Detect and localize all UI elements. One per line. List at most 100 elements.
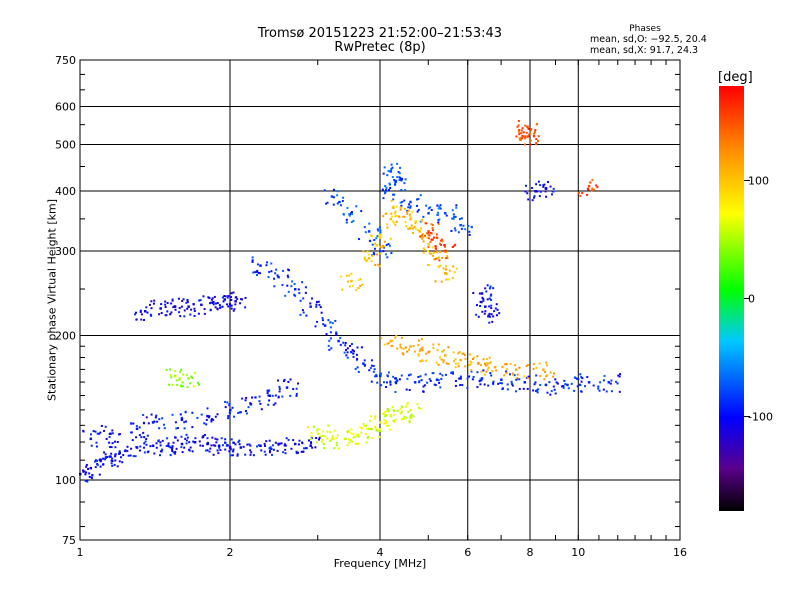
data-point [96, 459, 99, 462]
data-point [230, 292, 233, 295]
data-point [332, 188, 335, 191]
data-point [271, 453, 274, 456]
data-point [447, 346, 450, 349]
data-point [153, 420, 156, 423]
data-point [394, 390, 397, 393]
data-point [382, 250, 385, 253]
data-point [341, 200, 344, 203]
data-point [85, 471, 88, 474]
data-point [171, 299, 174, 302]
data-point [533, 132, 536, 135]
data-point [481, 310, 484, 313]
data-point [216, 307, 219, 310]
data-point [277, 443, 280, 446]
data-point [426, 236, 429, 239]
data-point [468, 364, 471, 367]
data-point [605, 390, 608, 393]
data-point [446, 257, 449, 260]
data-point [248, 443, 251, 446]
data-point [393, 221, 396, 224]
data-point [490, 298, 493, 301]
data-point [168, 445, 171, 448]
data-point [492, 383, 495, 386]
data-point [356, 346, 359, 349]
data-point [545, 187, 548, 190]
data-point [407, 209, 410, 212]
data-point [180, 305, 183, 308]
data-point [431, 254, 434, 257]
data-point [392, 193, 395, 196]
data-point [532, 134, 535, 137]
data-point [355, 358, 358, 361]
data-point [513, 374, 516, 377]
data-point [206, 437, 209, 440]
data-point [495, 314, 498, 317]
data-point [437, 379, 440, 382]
data-point [452, 213, 455, 216]
data-point [214, 306, 217, 309]
data-point [376, 228, 379, 231]
data-point [110, 452, 113, 455]
data-point [434, 245, 437, 248]
data-point [189, 382, 192, 385]
x-tick-label: 6 [464, 546, 471, 559]
data-point [202, 435, 205, 438]
data-point [160, 303, 163, 306]
data-point [579, 194, 582, 197]
y-tick-label: 750 [55, 54, 76, 67]
data-point [206, 407, 209, 410]
data-point [506, 383, 509, 386]
data-point [441, 240, 444, 243]
data-point [399, 407, 402, 410]
data-point [521, 127, 524, 130]
data-point [236, 453, 239, 456]
data-point [523, 135, 527, 138]
data-point [155, 414, 158, 417]
data-point [369, 428, 372, 431]
data-point [309, 305, 312, 308]
data-point [407, 227, 410, 230]
data-point [305, 447, 308, 450]
data-point [445, 362, 448, 365]
data-point [520, 136, 523, 139]
data-point [118, 460, 121, 463]
data-point [196, 381, 199, 384]
data-point [299, 299, 302, 302]
data-point [82, 470, 85, 473]
data-point [249, 449, 252, 452]
data-point [360, 346, 363, 349]
data-point [536, 391, 539, 394]
data-point [193, 371, 196, 374]
data-point [357, 442, 360, 445]
data-point [418, 339, 421, 342]
data-point [284, 294, 287, 297]
data-point [589, 181, 592, 184]
data-point [369, 367, 372, 370]
data-point [579, 373, 582, 376]
data-point [385, 223, 388, 226]
data-point [386, 342, 389, 345]
data-point [437, 223, 440, 226]
data-point [552, 385, 555, 388]
data-point [554, 378, 557, 381]
data-point [370, 364, 373, 367]
data-point [379, 233, 382, 236]
data-point [428, 350, 431, 353]
data-point [335, 436, 338, 439]
data-point [470, 370, 473, 373]
data-point [376, 381, 379, 384]
data-point [193, 314, 196, 317]
data-point [287, 290, 290, 293]
data-point [252, 271, 255, 274]
data-point [350, 440, 353, 443]
data-point [409, 415, 412, 418]
data-point [317, 300, 320, 303]
data-point [422, 236, 425, 239]
data-point [230, 438, 233, 441]
data-point [213, 295, 216, 298]
data-point [382, 197, 385, 200]
data-point [234, 443, 237, 446]
data-point [254, 271, 257, 274]
data-point [185, 433, 188, 436]
data-point [370, 359, 373, 362]
